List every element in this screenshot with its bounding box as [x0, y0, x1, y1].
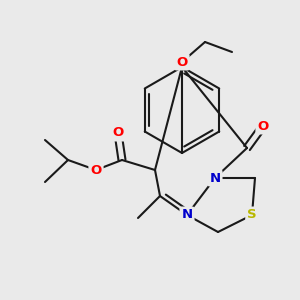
Text: O: O — [257, 119, 268, 133]
Text: N: N — [182, 208, 193, 221]
Text: S: S — [247, 208, 257, 221]
Text: O: O — [176, 56, 188, 68]
Text: O: O — [112, 127, 124, 140]
Text: O: O — [90, 164, 102, 176]
Text: N: N — [209, 172, 220, 184]
